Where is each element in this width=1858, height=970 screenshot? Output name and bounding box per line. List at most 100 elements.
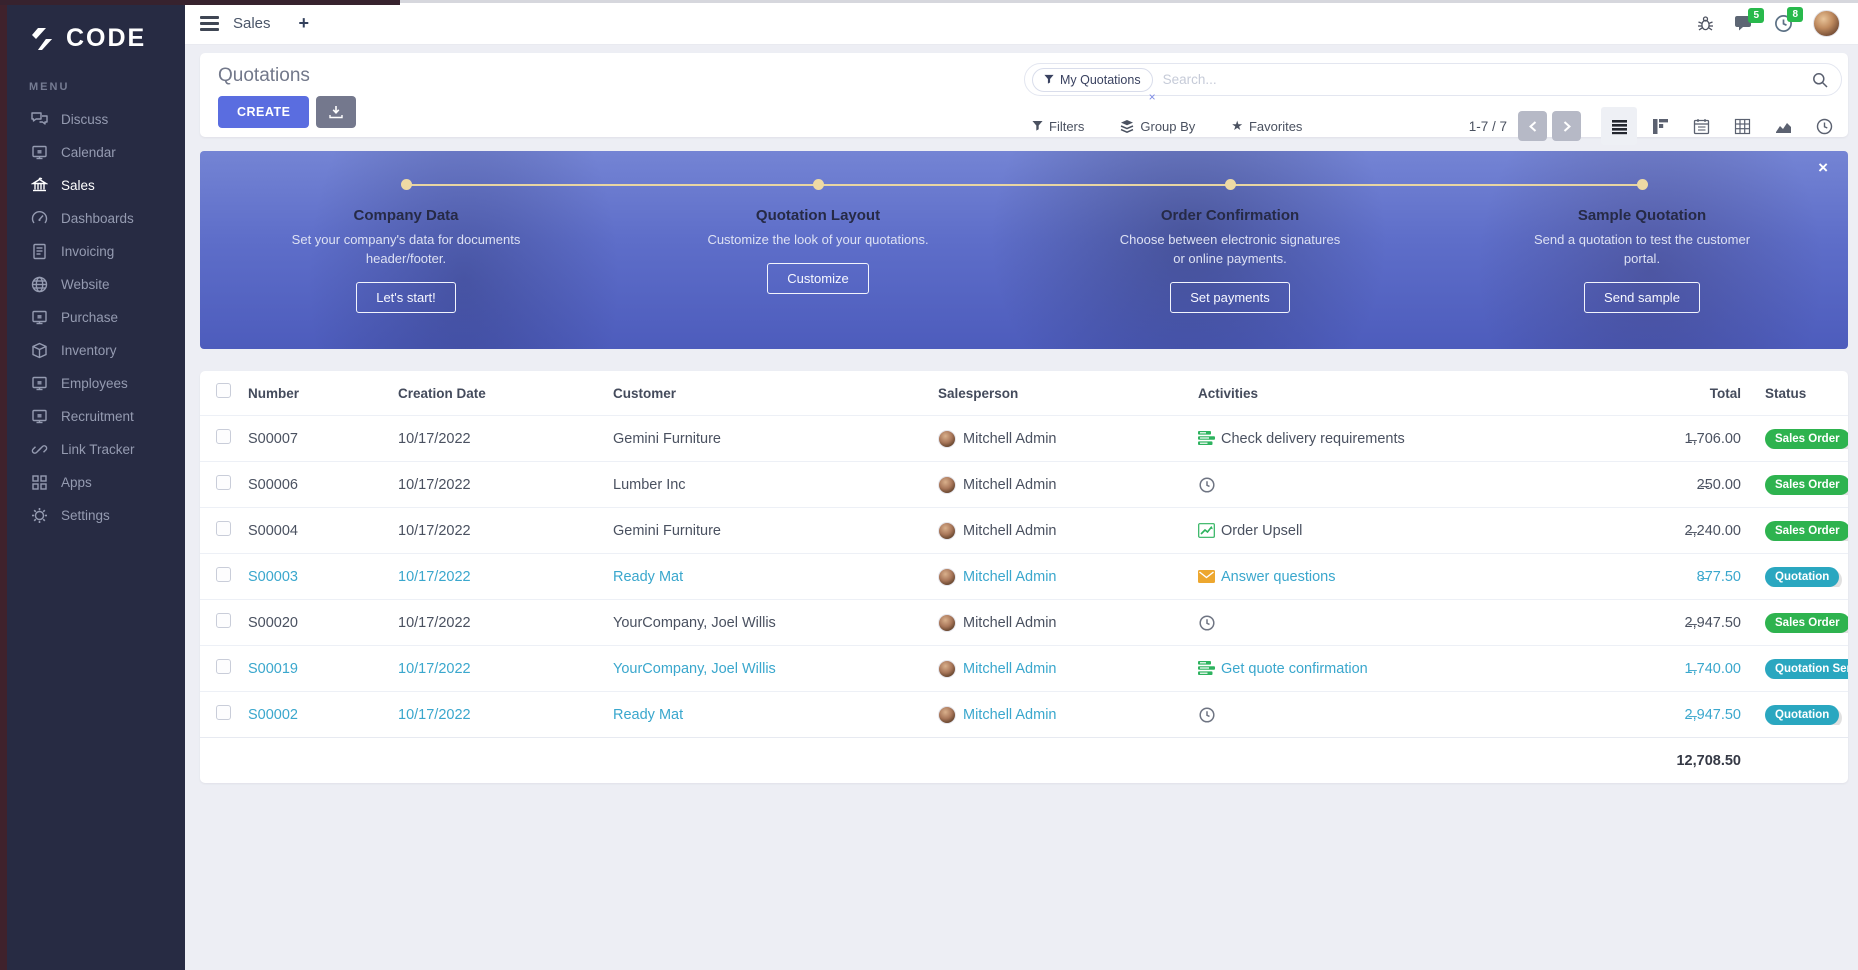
sidebar-item-label: Dashboards [61,211,134,226]
sidebar-item-link-tracker[interactable]: Link Tracker [7,433,185,466]
table-row[interactable]: S00007 10/17/2022 Gemini Furniture Mitchell… [200,415,1848,461]
row-checkbox[interactable] [216,659,231,674]
graph-view-button[interactable] [1765,107,1801,145]
search-input[interactable]: Search... [1162,72,1217,87]
debug-bug-icon[interactable] [1697,15,1714,32]
filters-button[interactable]: Filters [1032,119,1084,134]
menu-toggle-icon[interactable] [200,16,219,31]
list-view-button[interactable] [1601,107,1637,145]
cell-activity[interactable]: Get quote confirmation [1198,661,1618,677]
sidebar-nav: Discuss Calendar Sales Dashboards Invoicing W… [7,103,185,532]
column-header-customer[interactable]: Customer [613,385,677,401]
activity-tasks-icon[interactable] [1198,661,1215,677]
sidebar-item-dashboards[interactable]: Dashboards [7,202,185,235]
new-tab-button[interactable]: + [298,13,310,33]
column-header-salesperson[interactable]: Salesperson [938,385,1019,401]
pager-previous-button[interactable] [1518,111,1547,141]
search-bar[interactable]: My Quotations × Search... [1024,63,1842,104]
column-header-number[interactable]: Number [248,385,300,401]
app-logo[interactable]: CODE [7,14,185,75]
status-badge: Sales Order [1765,612,1848,633]
table-row[interactable]: S00019 10/17/2022 YourCompany, Joel Willis… [200,645,1848,691]
banner-close-icon[interactable]: × [1818,158,1828,177]
sidebar-item-label: Sales [61,178,95,193]
cell-activity[interactable]: Answer questions [1198,569,1618,585]
cell-salesperson: Mitchell Admin [938,613,1198,632]
sidebar-item-recruitment[interactable]: Recruitment [7,400,185,433]
activity-clock-icon[interactable] [1198,614,1215,631]
sidebar-item-label: Recruitment [61,409,134,424]
user-avatar[interactable] [1813,10,1840,37]
cell-total: 2̶,240.00 [1684,522,1741,539]
table-row[interactable]: S00003 10/17/2022 Ready Mat Mitchell Admin A… [200,553,1848,599]
sidebar-item-calendar[interactable]: Calendar [7,136,185,169]
activity-envelope-icon[interactable] [1198,569,1215,585]
cell-activity[interactable] [1198,706,1618,723]
sidebar-item-settings[interactable]: Settings [7,499,185,532]
table-row[interactable]: S00002 10/17/2022 Ready Mat Mitchell Admin 2… [200,691,1848,737]
column-header-creation-date[interactable]: Creation Date [398,385,486,401]
sidebar-item-apps[interactable]: Apps [7,466,185,499]
step-action-button[interactable]: Set payments [1170,281,1290,313]
sidebar-item-sales[interactable]: Sales [7,169,185,202]
salesperson-avatar [938,705,956,724]
export-button[interactable] [316,96,357,128]
row-checkbox[interactable] [216,567,231,582]
activity-clock-icon[interactable] [1198,476,1215,493]
pager-next-button[interactable] [1552,111,1581,141]
pager-range: 1-7 / 7 [1468,118,1507,134]
messages-icon[interactable]: 5 [1734,8,1764,32]
activities-clock-icon[interactable]: 8 [1774,7,1803,33]
activity-view-button[interactable] [1806,107,1842,145]
cell-total: 2̶,947.50 [1684,614,1741,631]
step-action-button[interactable]: Send sample [1584,281,1700,313]
content-area: Quotations CREATE My Quotations [185,45,1858,970]
table-row[interactable]: S00020 10/17/2022 YourCompany, Joel Willis… [200,599,1848,645]
activity-label: Order Upsell [1221,522,1303,539]
row-checkbox[interactable] [216,429,231,444]
activity-label: Get quote confirmation [1221,660,1368,677]
search-facet-my-quotations[interactable]: My Quotations × [1032,67,1156,104]
create-button[interactable]: CREATE [218,96,310,128]
grid-icon [31,474,48,491]
sidebar-item-label: Invoicing [61,244,115,259]
pivot-view-button[interactable] [1724,107,1760,145]
sidebar-item-invoicing[interactable]: Invoicing [7,235,185,268]
select-all-checkbox[interactable] [216,383,231,398]
favorites-button[interactable]: ★ Favorites [1231,118,1303,134]
cell-activity[interactable]: Order Upsell [1198,523,1618,539]
window-icon [31,408,48,425]
activity-tasks-icon[interactable] [1198,431,1215,447]
column-header-status[interactable]: Status [1765,385,1807,401]
sidebar-item-employees[interactable]: Employees [7,367,185,400]
sidebar-item-discuss[interactable]: Discuss [7,103,185,136]
sidebar-item-purchase[interactable]: Purchase [7,301,185,334]
column-header-total[interactable]: Total [1709,385,1741,401]
cell-activity[interactable] [1198,476,1618,493]
row-checkbox[interactable] [216,521,231,536]
row-checkbox[interactable] [216,705,231,720]
kanban-view-button[interactable] [1642,107,1678,145]
table-row[interactable]: S00006 10/17/2022 Lumber Inc Mitchell Admin… [200,461,1848,507]
calendar-view-button[interactable] [1683,107,1719,145]
status-badge: Quotation [1765,704,1840,725]
activity-chart-icon[interactable] [1198,523,1215,539]
step-action-button[interactable]: Customize [767,262,869,294]
row-checkbox[interactable] [216,613,231,628]
row-checkbox[interactable] [216,475,231,490]
column-header-activities[interactable]: Activities [1198,385,1259,401]
step-title: Quotation Layout [755,207,881,224]
facet-remove-icon[interactable]: × [1148,89,1156,104]
cell-activity[interactable]: Check delivery requirements [1198,431,1618,447]
sidebar-item-inventory[interactable]: Inventory [7,334,185,367]
group-by-button[interactable]: Group By [1120,119,1195,134]
search-icon[interactable] [1812,72,1828,88]
activity-clock-icon[interactable] [1198,706,1215,723]
step-action-button[interactable]: Let's start! [356,281,456,313]
active-app-tab[interactable]: Sales [233,15,271,32]
table-row[interactable]: S00004 10/17/2022 Gemini Furniture Mitchell… [200,507,1848,553]
cell-activity[interactable] [1198,614,1618,631]
activities-count-badge: 8 [1787,7,1803,22]
status-badge: Sales Order [1765,428,1848,449]
sidebar-item-website[interactable]: Website [7,268,185,301]
